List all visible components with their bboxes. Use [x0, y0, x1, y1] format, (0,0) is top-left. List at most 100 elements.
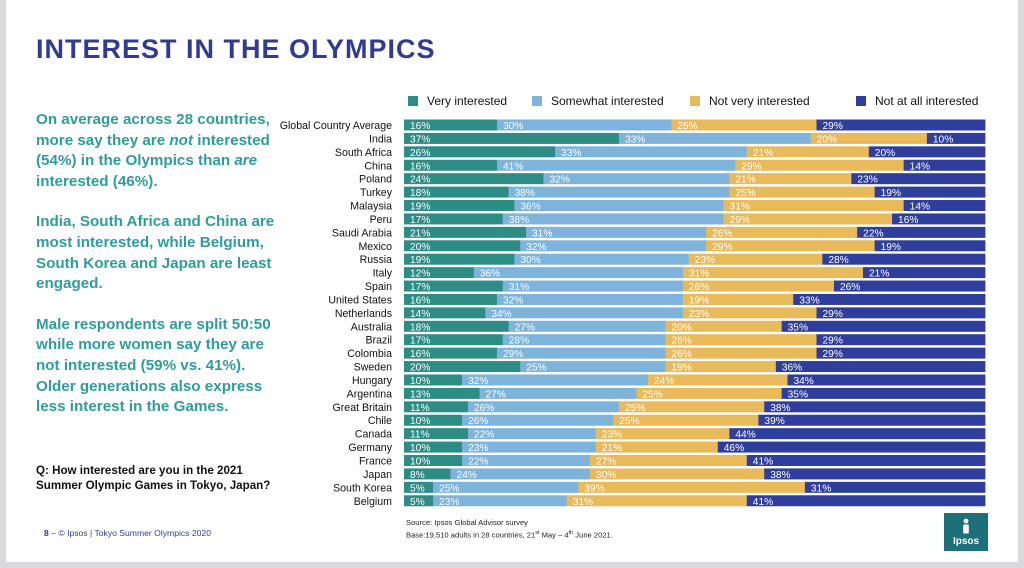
data-label: 10% — [410, 457, 430, 468]
bar-segment — [775, 361, 986, 373]
bar-segment — [467, 401, 620, 413]
data-label: 46% — [724, 443, 744, 454]
data-label: 29% — [741, 161, 761, 172]
bar-segment — [636, 387, 783, 399]
data-label: 26% — [712, 228, 732, 239]
bar-segment — [595, 441, 719, 453]
data-label: 31% — [689, 269, 709, 280]
data-label: 25% — [439, 483, 459, 494]
bar-segment — [526, 226, 707, 238]
data-label: 31% — [730, 202, 750, 213]
data-label: 16% — [410, 121, 430, 132]
data-label: 22% — [863, 228, 883, 239]
bar-segment — [404, 334, 504, 346]
data-label: 39% — [764, 416, 784, 427]
data-label: 23% — [439, 497, 459, 508]
bar-segment — [665, 361, 777, 373]
bar-segment — [404, 132, 620, 144]
bar-segment — [746, 495, 986, 507]
data-label: 31% — [509, 282, 529, 293]
category-label: Australia — [351, 321, 392, 333]
page-title: INTEREST IN THE OLYMPICS — [36, 34, 436, 64]
bar-segment — [706, 240, 876, 252]
data-label: 36% — [782, 363, 802, 374]
bar-segment — [404, 320, 509, 332]
bar-segment — [822, 253, 986, 265]
data-label: 10% — [410, 376, 430, 387]
data-label: 29% — [503, 349, 523, 360]
bar-segment — [706, 226, 858, 238]
data-label: 23% — [695, 255, 715, 266]
bar-segment — [746, 455, 986, 466]
data-label: 25% — [526, 363, 546, 374]
bar-segment — [496, 159, 736, 171]
legend-label: Not at all interested — [875, 94, 978, 108]
bar-segment — [404, 267, 475, 279]
bar-segment — [903, 200, 986, 212]
category-label: Canada — [355, 429, 392, 441]
bar-segment — [485, 307, 684, 319]
data-label: 23% — [602, 430, 622, 441]
bar-segment — [502, 334, 666, 346]
page-number: 8 — [44, 528, 49, 538]
category-label: Sweden — [354, 362, 392, 374]
bar-segment — [404, 455, 463, 466]
category-label: Chile — [368, 415, 392, 427]
bar-segment — [833, 280, 986, 292]
bar-segment — [665, 347, 817, 359]
legend-label: Somewhat interested — [551, 94, 664, 108]
data-label: 29% — [823, 121, 843, 132]
data-label: 12% — [410, 269, 430, 280]
bar-segment — [926, 132, 986, 144]
bar-segment — [404, 441, 463, 453]
bar-segment — [462, 441, 597, 453]
data-label: 11% — [410, 430, 430, 441]
bar-segment — [404, 200, 515, 212]
category-label: Netherlands — [335, 308, 392, 320]
category-label: South Korea — [333, 482, 392, 494]
data-label: 16% — [898, 215, 918, 226]
data-label: 36% — [480, 269, 500, 280]
bar-segment — [404, 293, 498, 305]
category-label: China — [364, 160, 392, 172]
data-label: 5% — [410, 497, 425, 508]
data-label: 33% — [561, 148, 581, 159]
data-label: 30% — [596, 470, 616, 481]
bar-segment — [764, 468, 986, 480]
bar-segment — [682, 280, 835, 292]
bar-segment — [404, 401, 469, 413]
data-label: 32% — [549, 175, 569, 186]
bar-segment — [404, 173, 544, 185]
category-label: United States — [328, 294, 392, 306]
data-label: 17% — [410, 282, 430, 293]
data-label: 30% — [520, 255, 540, 266]
bar-segment — [682, 293, 794, 305]
category-label: India — [369, 133, 392, 145]
bar-segment — [404, 119, 498, 131]
bar-segment — [473, 267, 684, 279]
legend-swatch — [408, 96, 418, 106]
data-label: 20% — [671, 322, 691, 333]
data-label: 21% — [410, 228, 430, 239]
category-label: Saudi Arabia — [332, 227, 392, 239]
bar-segment — [665, 334, 817, 346]
data-label: 25% — [735, 188, 755, 199]
data-label: 22% — [468, 457, 488, 468]
bar-segment — [496, 119, 672, 131]
bar-segment — [874, 240, 986, 252]
bar-segment — [404, 481, 434, 493]
data-label: 26% — [410, 148, 430, 159]
bar-segment — [404, 374, 463, 386]
bar-segment — [555, 146, 748, 158]
bar-segment — [735, 159, 905, 171]
bar-segment — [665, 320, 783, 332]
category-label: Belgium — [354, 496, 392, 508]
bar-segment — [514, 253, 690, 265]
data-label: 26% — [671, 349, 691, 360]
data-label: 16% — [410, 349, 430, 360]
bar-segment — [404, 213, 504, 225]
bar-segment — [520, 240, 707, 252]
data-label: 26% — [689, 282, 709, 293]
bar-segment — [467, 428, 597, 440]
bar-segment — [793, 293, 986, 305]
